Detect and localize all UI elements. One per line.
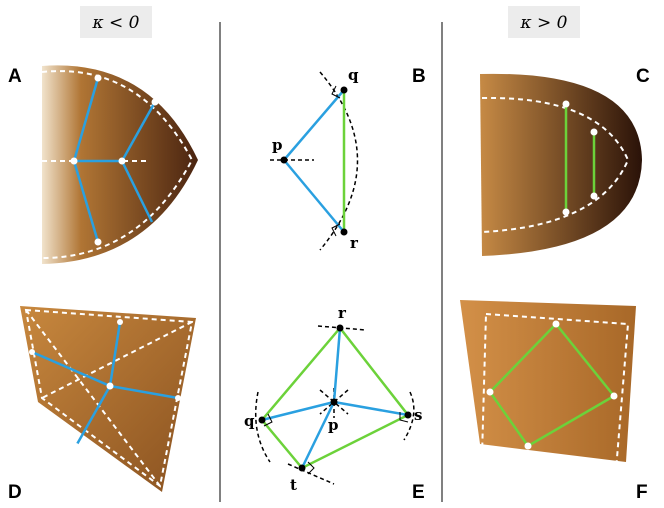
panel-f [460,300,636,470]
point-label: r [350,234,359,252]
figure: κ < 0 κ > 0 A C D F [0,0,664,508]
point-label: t [290,476,297,494]
panel-d [20,306,196,492]
panel-label: C [636,66,650,87]
diagram-b [270,72,358,250]
point-label: s [414,406,422,424]
diagram-e [256,325,414,485]
panel-a [42,65,198,264]
header-right: κ > 0 [519,13,567,33]
point-label: q [348,66,359,84]
panel-label: F [636,482,648,503]
point-label: p [328,416,339,434]
panel-label: B [412,66,426,87]
panel-label: E [412,482,425,503]
point-label: p [272,136,283,154]
header-left: κ < 0 [91,13,139,33]
panel-label: D [8,482,22,503]
panel-label: A [8,66,22,87]
panel-c [480,74,642,256]
point-label: r [338,304,347,322]
point-label: q [244,412,255,430]
